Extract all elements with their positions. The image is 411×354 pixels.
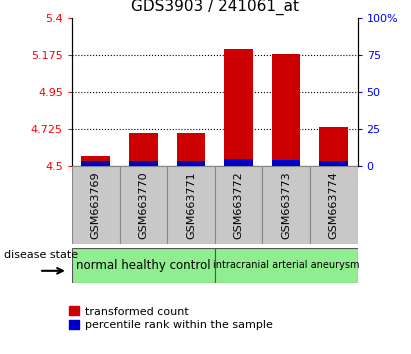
Bar bbox=[310, 166, 358, 244]
Bar bbox=[272, 54, 300, 166]
Bar bbox=[177, 161, 205, 166]
Bar bbox=[272, 160, 300, 166]
Text: intracranial arterial aneurysm: intracranial arterial aneurysm bbox=[213, 261, 359, 270]
Text: GSM663770: GSM663770 bbox=[139, 171, 148, 239]
Bar bbox=[120, 166, 167, 244]
Text: GSM663774: GSM663774 bbox=[329, 171, 339, 239]
Bar bbox=[319, 127, 348, 166]
Text: GSM663772: GSM663772 bbox=[233, 171, 244, 239]
Bar bbox=[129, 161, 157, 166]
Text: GSM663769: GSM663769 bbox=[91, 171, 101, 239]
Bar bbox=[129, 132, 157, 166]
Bar bbox=[72, 248, 215, 283]
Bar bbox=[215, 166, 262, 244]
Text: normal healthy control: normal healthy control bbox=[76, 259, 211, 272]
Text: GSM663773: GSM663773 bbox=[281, 171, 291, 239]
Legend: transformed count, percentile rank within the sample: transformed count, percentile rank withi… bbox=[69, 307, 272, 330]
Bar bbox=[167, 166, 215, 244]
Bar bbox=[319, 161, 348, 166]
Text: GSM663771: GSM663771 bbox=[186, 171, 196, 239]
Bar bbox=[81, 156, 110, 166]
Text: disease state: disease state bbox=[4, 250, 78, 260]
Bar bbox=[224, 49, 253, 166]
Bar bbox=[72, 166, 120, 244]
Bar bbox=[262, 166, 310, 244]
Bar bbox=[81, 161, 110, 166]
Title: GDS3903 / 241061_at: GDS3903 / 241061_at bbox=[131, 0, 299, 15]
Bar bbox=[224, 159, 253, 166]
Bar bbox=[177, 132, 205, 166]
Bar bbox=[215, 248, 358, 283]
